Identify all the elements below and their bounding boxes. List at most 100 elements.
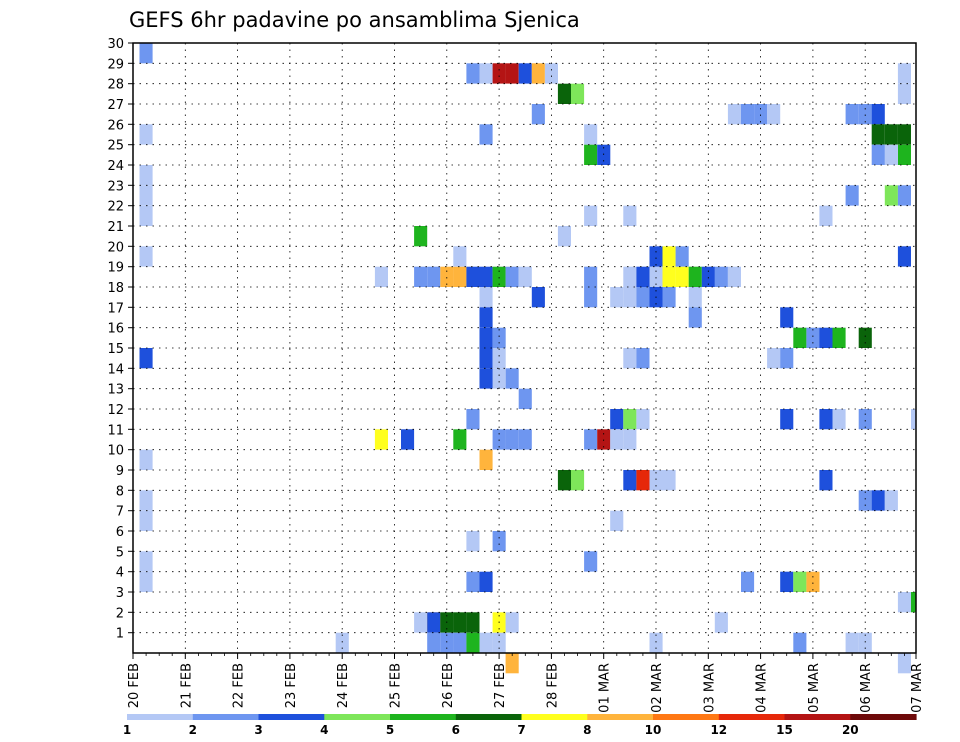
colorbar-tick-label: 2 — [189, 723, 197, 737]
y-tick-label: 2 — [116, 606, 124, 621]
heatmap-cell — [505, 612, 519, 633]
x-tick-label: 06 MAR — [859, 663, 874, 713]
heatmap-cell — [584, 429, 598, 450]
heatmap-cell — [139, 124, 153, 145]
heatmap-cell — [492, 531, 506, 552]
heatmap-cell — [623, 266, 637, 287]
heatmap-cell — [806, 327, 820, 348]
heatmap-cell — [453, 429, 467, 450]
y-tick-label: 27 — [107, 98, 124, 113]
heatmap-cell — [845, 632, 859, 653]
y-tick-label: 26 — [107, 118, 124, 133]
heatmap-cell — [623, 348, 637, 369]
heatmap-cell — [557, 226, 571, 247]
y-tick-label: 6 — [116, 525, 124, 540]
y-tick-label: 18 — [107, 281, 124, 296]
x-axis: 20 FEB 21 FEB 22 FEB 23 FEB 24 FEB 25 FEB 26 F… — [127, 653, 925, 713]
heatmap-cell — [780, 307, 794, 328]
colorbar-tick-label: 7 — [517, 723, 525, 737]
heatmap-cell — [479, 348, 493, 369]
heatmap-cell — [479, 287, 493, 308]
heatmap-cell — [636, 470, 650, 491]
heatmap-cell — [139, 205, 153, 226]
heatmap-cell — [453, 612, 467, 633]
chart-title: GEFS 6hr padavine po ansamblima Sjenica — [129, 8, 580, 32]
colorbar-swatch — [653, 714, 720, 720]
y-tick-label: 24 — [107, 159, 124, 174]
heatmap-cell — [806, 571, 820, 592]
colorbar-tick-label: 20 — [842, 723, 859, 737]
heatmap-cell — [479, 632, 493, 653]
x-tick-label: 27 FEB — [493, 663, 508, 708]
heatmap-cell — [911, 409, 916, 430]
x-tick-label: 21 FEB — [179, 663, 194, 708]
y-tick-label: 4 — [116, 566, 124, 581]
colorbar-tick-label: 15 — [776, 723, 793, 737]
x-tick-label: 03 MAR — [702, 663, 717, 713]
heatmap-cell — [845, 185, 859, 206]
heatmap-cell — [597, 429, 611, 450]
heatmap-cell — [714, 612, 728, 633]
y-tick-label: 17 — [107, 301, 124, 316]
heatmap-cell — [453, 246, 467, 267]
heatmap-cell — [649, 266, 663, 287]
heatmap-cell — [518, 429, 532, 450]
heatmap-cell — [884, 490, 898, 511]
y-tick-label: 19 — [107, 261, 124, 276]
y-tick-label: 13 — [107, 383, 124, 398]
heatmap-cell — [466, 632, 480, 653]
heatmap-cell — [858, 104, 872, 125]
y-tick-label: 1 — [116, 627, 124, 642]
y-tick-label: 15 — [107, 342, 124, 357]
y-tick-label: 7 — [116, 505, 124, 520]
heatmap-cell — [636, 287, 650, 308]
heatmap-cell — [741, 571, 755, 592]
colorbar-swatch — [390, 714, 457, 720]
heatmap-cell — [858, 327, 872, 348]
heatmap-cell — [139, 551, 153, 572]
heatmap-cell — [623, 429, 637, 450]
heatmap-cell — [414, 612, 428, 633]
heatmap-cell — [139, 165, 153, 186]
x-tick-label: 28 FEB — [545, 663, 560, 708]
heatmap-cell — [571, 83, 585, 104]
heatmap-cell — [335, 632, 349, 653]
heatmap-cell — [492, 63, 506, 84]
heatmap-cell — [518, 63, 532, 84]
heatmap-cell — [479, 266, 493, 287]
heatmap-cell — [623, 470, 637, 491]
heatmap-cell — [636, 348, 650, 369]
y-tick-label: 14 — [107, 362, 124, 377]
heatmap-cell — [479, 327, 493, 348]
y-tick-label: 9 — [116, 464, 124, 479]
heatmap-cell — [584, 266, 598, 287]
heatmap-cell — [139, 43, 153, 64]
colorbar-swatch — [324, 714, 391, 720]
heatmap-cell — [832, 327, 846, 348]
heatmap-cell — [571, 470, 585, 491]
x-tick-label: 22 FEB — [232, 663, 247, 708]
heatmap-cell — [440, 632, 454, 653]
heatmap-cell — [427, 612, 441, 633]
colorbar-swatch — [258, 714, 325, 720]
heatmap-cell — [557, 83, 571, 104]
heatmap-cell — [139, 571, 153, 592]
heatmap-cell — [662, 246, 676, 267]
colorbar-tick-label: 8 — [583, 723, 591, 737]
heatmap-cell — [819, 205, 833, 226]
heatmap-cell — [767, 348, 781, 369]
heatmap-cell — [466, 409, 480, 430]
heatmap-cell — [531, 63, 545, 84]
heatmap-cell — [688, 287, 702, 308]
heatmap-cell — [505, 63, 519, 84]
x-tick-label: 05 MAR — [807, 663, 822, 713]
heatmap-cell — [793, 327, 807, 348]
heatmap-cell — [557, 470, 571, 491]
heatmap-cell — [518, 266, 532, 287]
colorbar-tick-label: 12 — [710, 723, 727, 737]
x-tick-label: 25 FEB — [389, 663, 404, 708]
heatmap-cell — [662, 287, 676, 308]
heatmap-cell — [139, 449, 153, 470]
x-tick-label: 24 FEB — [336, 663, 351, 708]
x-tick-label: 04 MAR — [755, 663, 770, 713]
